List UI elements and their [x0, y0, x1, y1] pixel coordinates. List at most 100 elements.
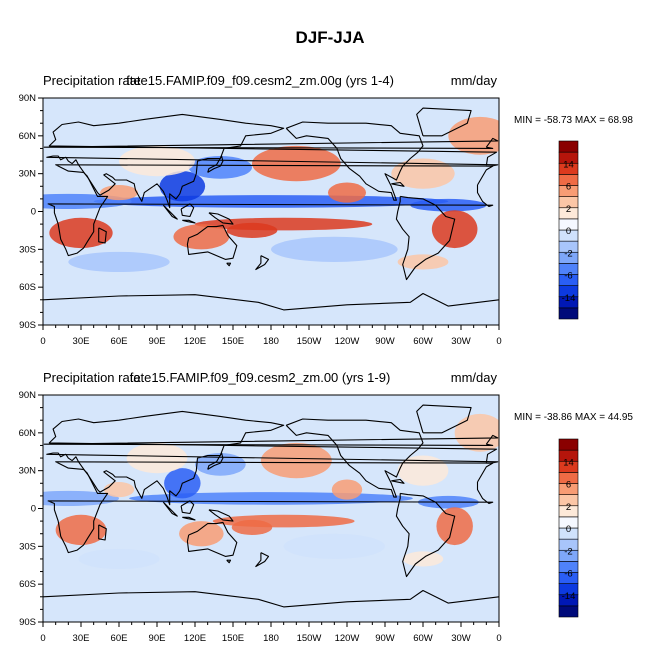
lon-tick-label: 0 [40, 633, 45, 644]
panel-2-axes: 0 30E 60E 90E 120E 150E 180 150W 120W 90W 60W 30W 09… [19, 390, 502, 644]
panel-1-colorbar: 14 6 2 0 -2 -6 -14 [558, 140, 579, 320]
colorbar-box [558, 605, 579, 618]
map-background [43, 98, 499, 325]
coastline [416, 404, 472, 434]
lon-tick-label: 150W [297, 336, 322, 347]
panel-1-stats: MIN = -58.73 MAX = 68.98 [514, 115, 633, 126]
anomaly-region [431, 210, 478, 249]
coastline [43, 137, 499, 149]
colorbar-box [558, 140, 579, 153]
anomaly-region [119, 145, 195, 177]
lat-tick-label: 60S [19, 282, 36, 293]
anomaly-region [283, 533, 386, 559]
coastline [391, 478, 405, 484]
anomaly-region [331, 479, 363, 500]
lon-tick-label: 0 [40, 336, 45, 347]
coastline [186, 521, 238, 557]
coastline [226, 262, 232, 267]
map-background [43, 395, 499, 622]
anomaly-region [78, 548, 160, 570]
anomaly-region [68, 251, 170, 273]
lon-tick-label: 150E [222, 336, 244, 347]
coastline [98, 227, 107, 244]
coastline [98, 524, 107, 541]
lat-tick-label: 30S [19, 541, 36, 552]
lon-tick-label: 0 [496, 336, 501, 347]
coastline [207, 452, 224, 470]
anomaly-region [231, 519, 273, 535]
anomaly-region [454, 413, 499, 452]
coastline [47, 164, 494, 257]
coastline [162, 204, 178, 220]
anomaly-region [252, 145, 341, 182]
coastline [208, 509, 234, 522]
lon-tick-label: 120W [335, 633, 360, 644]
colorbar-label: -2 [564, 546, 572, 557]
coastline [255, 552, 270, 568]
lon-tick-label: 30W [451, 633, 471, 644]
lat-tick-label: 90N [19, 390, 37, 401]
panel-1-axes: 0 30E 60E 90E 120E 150E 180 150W 120W 90W 60W 30W 09… [19, 93, 502, 347]
coastline [46, 410, 499, 506]
lon-tick-label: 120E [184, 633, 206, 644]
lat-tick-label: 0 [31, 504, 36, 515]
coastline [162, 501, 178, 517]
coastline [395, 492, 456, 578]
panel-2-units: mm/day [451, 370, 498, 385]
colorbar-label: 0 [566, 226, 571, 237]
panel-2-colorbar: 14 6 2 0 -2 -6 -14 [558, 438, 579, 618]
coastline [207, 155, 224, 173]
lon-tick-label: 120W [335, 336, 360, 347]
lon-tick-label: 30W [451, 336, 471, 347]
coastline [208, 212, 234, 225]
figure-title: DJF-JJA [296, 28, 365, 47]
lat-tick-label: 60N [19, 428, 37, 439]
anomaly-region [188, 156, 252, 179]
panel-1-map [43, 98, 499, 325]
anomaly-region [103, 482, 135, 498]
anomaly-region [126, 442, 188, 474]
coastline [43, 292, 499, 311]
lon-tick-label: 90W [375, 336, 395, 347]
coastline [391, 181, 405, 187]
lat-tick-label: 30N [19, 466, 37, 477]
lat-tick-label: 30N [19, 169, 37, 180]
colorbar-label: 14 [563, 457, 574, 468]
lon-tick-label: 180 [263, 336, 279, 347]
lon-tick-label: 30E [73, 336, 90, 347]
lon-tick-label: 150W [297, 633, 322, 644]
anomaly-region [436, 507, 473, 546]
anomaly-region [448, 116, 499, 155]
anomaly-region [226, 222, 278, 238]
anomaly-region [195, 453, 246, 476]
colorbar-label: 14 [563, 159, 574, 170]
panel-1-variable-label: Precipitation rate [43, 73, 141, 88]
panel-1-units: mm/day [451, 73, 498, 88]
lat-tick-label: 60S [19, 579, 36, 590]
coastline [285, 418, 424, 498]
lon-tick-label: 60W [413, 336, 433, 347]
coastline [285, 121, 424, 201]
lon-tick-label: 30E [73, 633, 90, 644]
coastline [47, 461, 494, 554]
anomaly-region [179, 521, 224, 547]
anomaly-region [173, 224, 230, 250]
coastline [226, 559, 232, 564]
lon-tick-label: 90E [149, 336, 166, 347]
coastline [180, 500, 195, 515]
coastline [255, 255, 270, 271]
panel-2: Precipitation rate fate15.FAMIP.f09_f09.… [19, 370, 634, 644]
colorbar-label: 2 [566, 204, 571, 215]
anomaly-region [260, 442, 332, 479]
coastline [43, 434, 499, 446]
coastline [182, 219, 196, 224]
coastline [43, 589, 499, 608]
lon-tick-label: 60E [111, 336, 128, 347]
panel-2-map [43, 395, 499, 622]
panel-1-case-label: fate15.FAMIP.f09_f09.cesm2_zm.00g (yrs 1… [126, 73, 394, 88]
anomaly-region [100, 185, 138, 201]
coastline [395, 195, 456, 281]
coastline [180, 203, 195, 218]
coastline [186, 224, 238, 260]
